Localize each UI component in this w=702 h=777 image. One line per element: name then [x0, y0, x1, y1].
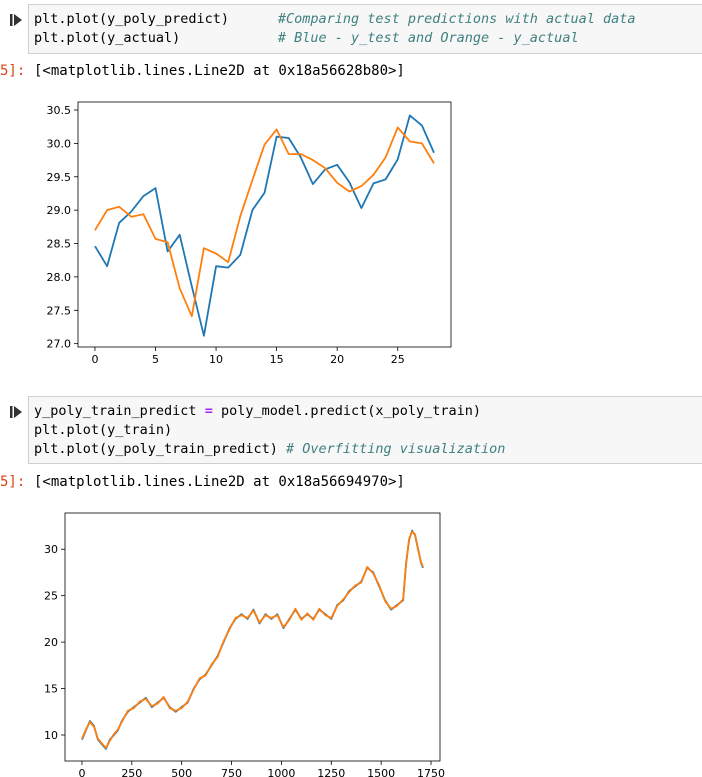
y-tick-label: 30.5	[47, 104, 72, 117]
x-tick-label: 5	[152, 353, 159, 366]
y-tick-label: 30	[44, 543, 58, 556]
x-tick-label: 15	[270, 353, 284, 366]
y-tick-label: 28.5	[47, 238, 72, 251]
y-tick-label: 27.0	[47, 338, 72, 351]
code-line: plt.plot(y_poly_predict) #Comparing test…	[34, 11, 636, 27]
x-tick-label: 25	[391, 353, 405, 366]
series-line-2	[81, 530, 424, 749]
x-tick-label: 1750	[417, 767, 445, 777]
output-text: [<matplotlib.lines.Line2D at 0x18a566949…	[34, 474, 405, 490]
plot-area	[77, 101, 452, 348]
y-tick-label: 25	[44, 590, 58, 603]
x-tick-label: 750	[221, 767, 242, 777]
y-tick-label: 30.0	[47, 137, 72, 150]
code-line: plt.plot(y_poly_train_predict) # Overfit…	[34, 441, 506, 457]
x-tick-label: 1000	[267, 767, 295, 777]
chart-test-vs-actual: 0 5 10 15 20 25 27.0 27.5 28.0 28.5 29.0 29.5 30.0 30…	[47, 101, 452, 366]
x-tick-label: 0	[78, 767, 85, 777]
y-tick-label: 15	[44, 683, 58, 696]
code-line: plt.plot(y_actual) # Blue - y_test and O…	[34, 30, 579, 46]
code-cell-1[interactable]: plt.plot(y_poly_predict) #Comparing test…	[28, 4, 702, 54]
code-cell-2[interactable]: y_poly_train_predict = poly_model.predic…	[28, 396, 702, 464]
output-prompt: 5]:	[0, 63, 26, 79]
x-tick-label: 500	[171, 767, 192, 777]
y-tick-label: 29.5	[47, 171, 72, 184]
chart-train-overfitting: 0 250 500 750 1000 1250 1500 1750 10 15 20 25 30	[44, 512, 445, 777]
x-tick-label: 1250	[317, 767, 345, 777]
y-tick-label: 28.0	[47, 271, 72, 284]
x-tick-label: 0	[91, 353, 98, 366]
series-line-1	[94, 114, 435, 337]
output-prompt: 5]:	[0, 474, 26, 490]
y-tick-label: 27.5	[47, 304, 72, 317]
run-cell-icon[interactable]	[10, 12, 22, 26]
y-tick-label: 20	[44, 636, 58, 649]
run-cell-icon[interactable]	[10, 404, 22, 418]
y-tick-label: 29.0	[47, 204, 72, 217]
plot-area	[64, 512, 441, 762]
x-tick-label: 10	[209, 353, 223, 366]
y-tick-label: 10	[44, 729, 58, 742]
series-line-2	[94, 126, 435, 318]
output-text: [<matplotlib.lines.Line2D at 0x18a56628b…	[34, 63, 405, 79]
code-line: y_poly_train_predict = poly_model.predic…	[34, 403, 482, 419]
x-tick-label: 250	[121, 767, 142, 777]
x-tick-label: 1500	[367, 767, 395, 777]
code-line: plt.plot(y_train)	[34, 422, 173, 438]
x-tick-label: 20	[330, 353, 344, 366]
